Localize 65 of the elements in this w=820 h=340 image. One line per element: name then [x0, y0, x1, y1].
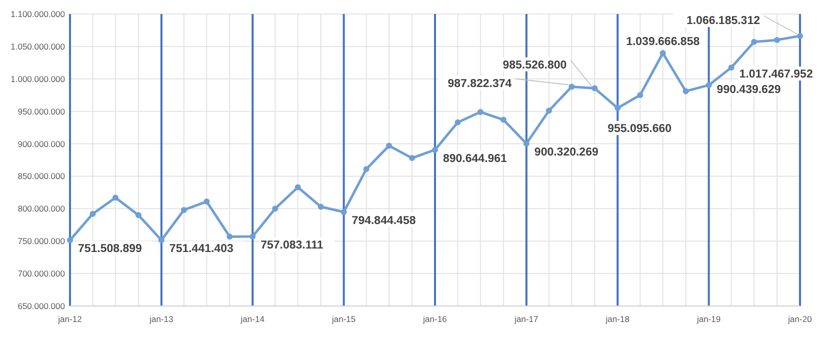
- y-tick-label: 1.000.000.000: [10, 74, 66, 84]
- data-label: 1.039.666.858: [626, 36, 700, 48]
- x-tick-label: jan-12: [57, 314, 82, 324]
- x-tick-label: jan-19: [696, 314, 721, 324]
- point: [90, 210, 96, 217]
- x-tick-label: jan-14: [240, 314, 265, 324]
- y-tick-label: 1.100.000.000: [10, 8, 66, 19]
- data-label: 900.320.269: [534, 146, 598, 159]
- x-tick-label: jan-13: [148, 314, 174, 324]
- point: [272, 206, 278, 212]
- point: [204, 198, 210, 205]
- y-tick-label: 700.000.000: [18, 268, 66, 279]
- data-label: 990.439.629: [716, 84, 781, 96]
- point: [340, 209, 347, 216]
- data-label: 1.066.185.312: [686, 14, 760, 27]
- x-tick-label: jan-17: [514, 314, 539, 324]
- y-tick-label: 750.000.000: [18, 236, 66, 246]
- point: [614, 105, 621, 112]
- point: [67, 237, 73, 244]
- point: [774, 36, 780, 43]
- point: [682, 88, 689, 94]
- point: [568, 84, 575, 90]
- y-tick-label: 1.050.000.000: [10, 41, 66, 52]
- point: [523, 140, 530, 147]
- y-tick-label: 850.000.000: [18, 171, 66, 182]
- point: [454, 119, 461, 126]
- point: [432, 146, 438, 153]
- x-tick-label: jan-15: [330, 314, 356, 324]
- y-tick-label: 800.000.000: [18, 204, 66, 214]
- point: [409, 155, 416, 162]
- data-label: 890.644.961: [443, 152, 508, 165]
- y-tick-label: 950.000.000: [18, 106, 66, 116]
- point: [751, 38, 758, 45]
- point: [180, 206, 187, 213]
- point: [250, 234, 256, 240]
- point: [637, 92, 644, 98]
- point: [546, 108, 552, 114]
- data-label: 751.441.403: [169, 243, 234, 256]
- point: [158, 237, 164, 244]
- data-label: 794.844.458: [352, 215, 416, 228]
- point: [797, 32, 803, 39]
- data-label: 955.095.660: [608, 123, 672, 136]
- x-tick-label: jan-20: [787, 314, 812, 324]
- data-label: 757.083.111: [260, 240, 324, 252]
- data-label: 751.508.899: [78, 243, 142, 256]
- point: [728, 64, 734, 71]
- point: [112, 194, 118, 201]
- data-label: 987.822.374: [448, 78, 512, 90]
- x-tick-label: jan-16: [422, 314, 448, 324]
- point: [660, 50, 666, 56]
- point: [363, 166, 370, 172]
- y-tick-label: 900.000.000: [18, 138, 66, 149]
- point: [226, 234, 233, 240]
- point: [706, 82, 712, 88]
- point: [294, 184, 301, 190]
- point: [386, 142, 392, 149]
- data-label: 985.526.800: [502, 59, 567, 72]
- point: [318, 204, 324, 210]
- point: [592, 85, 598, 92]
- y-tick-label: 650.000.000: [18, 300, 66, 311]
- point: [500, 116, 506, 123]
- data-label: 1.017.467.952: [739, 68, 813, 81]
- x-tick-label: jan-18: [604, 314, 630, 324]
- point: [477, 108, 484, 115]
- point: [135, 212, 142, 218]
